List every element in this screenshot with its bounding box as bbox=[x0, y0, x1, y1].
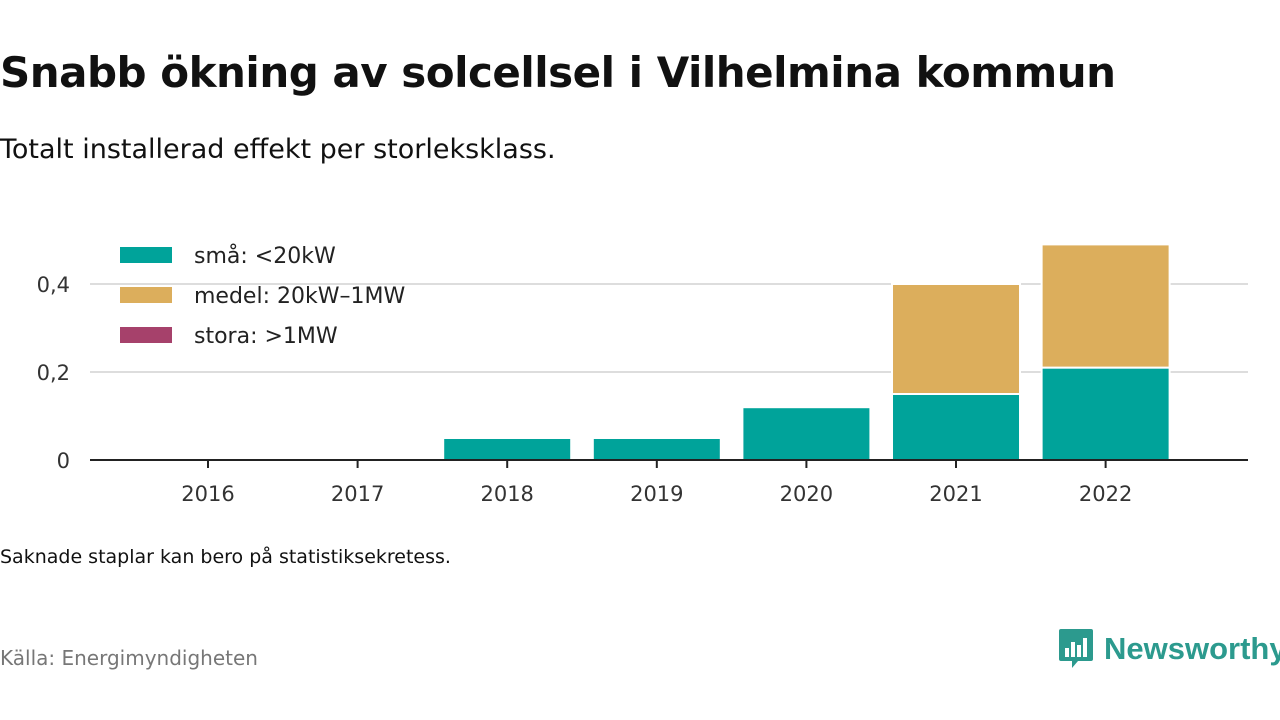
chart-note: Saknade staplar kan bero på statistiksek… bbox=[0, 546, 451, 568]
x-tick-label: 2018 bbox=[480, 482, 533, 506]
legend-label: små: <20kW bbox=[194, 243, 336, 269]
axes: 0 0,2 0,4 2016 2017 2018 2019 2020 2021 2022 bbox=[37, 273, 1248, 506]
source-label: Källa: Energimyndigheten bbox=[0, 646, 258, 670]
brand-logo: Newsworthy bbox=[1058, 628, 1280, 670]
x-tick-label: 2022 bbox=[1079, 482, 1132, 506]
bar-segment bbox=[741, 406, 872, 462]
bar-segment bbox=[1040, 366, 1171, 462]
brand-name: Newsworthy bbox=[1104, 631, 1280, 666]
bar-segment bbox=[891, 283, 1022, 395]
bar-segment bbox=[891, 393, 1022, 461]
legend-swatch bbox=[120, 327, 172, 343]
bars bbox=[442, 243, 1171, 462]
newsworthy-logo-icon bbox=[1059, 629, 1093, 668]
y-tick-label: 0,2 bbox=[37, 361, 70, 385]
bar-segment bbox=[442, 437, 573, 461]
x-tick-label: 2021 bbox=[929, 482, 982, 506]
legend-swatch bbox=[120, 287, 172, 303]
legend-label: medel: 20kW–1MW bbox=[194, 284, 405, 309]
x-tick-label: 2020 bbox=[780, 482, 833, 506]
bar-segment bbox=[1040, 243, 1171, 369]
x-tick-label: 2016 bbox=[181, 482, 234, 506]
legend: små: <20kW medel: 20kW–1MW stora: >1MW bbox=[120, 243, 405, 349]
chart-title: Snabb ökning av solcellsel i Vilhelmina … bbox=[0, 48, 1116, 97]
legend-swatch bbox=[120, 247, 172, 263]
bar-segment bbox=[591, 437, 722, 461]
chart-subtitle: Totalt installerad effekt per storlekskl… bbox=[0, 134, 556, 165]
y-tick-label: 0,4 bbox=[37, 273, 70, 297]
x-tick-label: 2017 bbox=[331, 482, 384, 506]
y-tick-label: 0 bbox=[57, 449, 70, 473]
x-tick-label: 2019 bbox=[630, 482, 683, 506]
legend-label: stora: >1MW bbox=[194, 324, 338, 349]
